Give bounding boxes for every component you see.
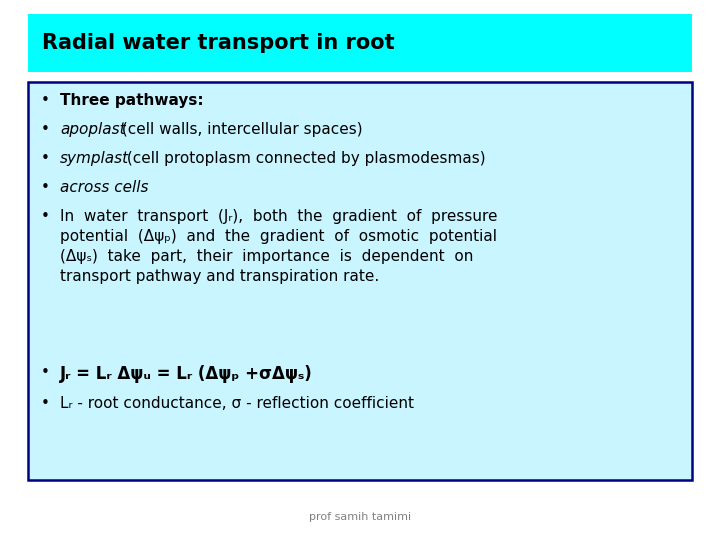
Text: •: • — [40, 122, 50, 137]
Text: In  water  transport  (Jᵣ),  both  the  gradient  of  pressure: In water transport (Jᵣ), both the gradie… — [60, 209, 498, 224]
Text: (Δψₛ)  take  part,  their  importance  is  dependent  on: (Δψₛ) take part, their importance is dep… — [60, 249, 473, 264]
Bar — [28, 14, 692, 72]
Text: Radial water transport in root: Radial water transport in root — [42, 33, 395, 53]
Text: apoplast: apoplast — [60, 122, 125, 137]
Text: •: • — [40, 396, 50, 411]
Text: (cell protoplasm connected by plasmodesmas): (cell protoplasm connected by plasmodesm… — [122, 151, 485, 166]
Text: Lᵣ - root conductance, σ - reflection coefficient: Lᵣ - root conductance, σ - reflection co… — [60, 396, 414, 411]
Text: •: • — [40, 365, 50, 380]
Text: across cells: across cells — [60, 180, 148, 195]
Text: transport pathway and transpiration rate.: transport pathway and transpiration rate… — [60, 269, 379, 284]
Text: •: • — [40, 180, 50, 195]
Bar — [28, 82, 692, 480]
Text: •: • — [40, 209, 50, 224]
Text: •: • — [40, 151, 50, 166]
Text: Jᵣ = Lᵣ Δψᵤ = Lᵣ (Δψₚ +σΔψₛ): Jᵣ = Lᵣ Δψᵤ = Lᵣ (Δψₚ +σΔψₛ) — [60, 365, 312, 383]
Text: potential  (Δψₚ)  and  the  gradient  of  osmotic  potential: potential (Δψₚ) and the gradient of osmo… — [60, 229, 497, 244]
Text: prof samih tamimi: prof samih tamimi — [309, 512, 411, 522]
Text: symplast: symplast — [60, 151, 129, 166]
Text: (cell walls, intercellular spaces): (cell walls, intercellular spaces) — [117, 122, 363, 137]
Text: •: • — [40, 93, 50, 108]
Text: Three pathways:: Three pathways: — [60, 93, 204, 108]
